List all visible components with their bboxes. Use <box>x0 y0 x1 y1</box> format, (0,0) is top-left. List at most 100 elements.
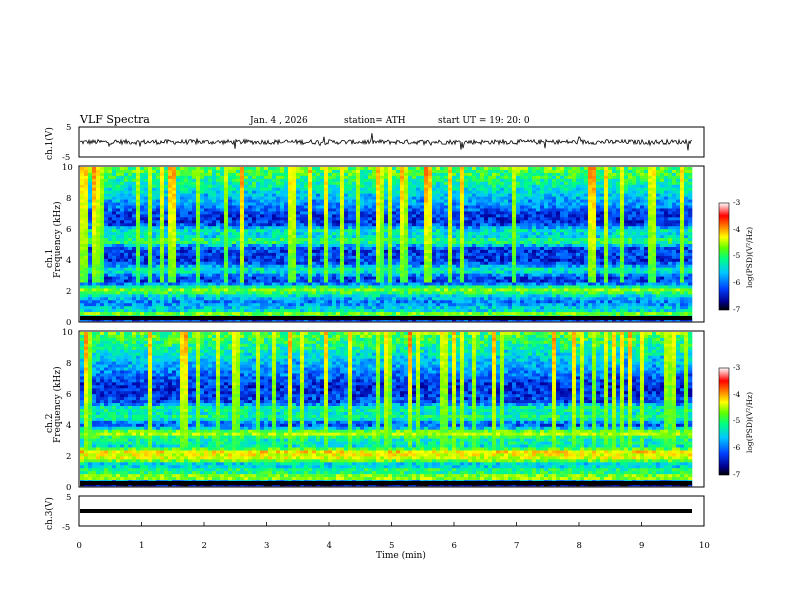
spectrogram-cell <box>348 220 353 224</box>
spectrogram-cell <box>148 172 153 177</box>
spectrogram-cell <box>508 169 513 174</box>
spectrogram-cell <box>96 202 101 206</box>
spectrogram-cell <box>540 235 545 239</box>
spectrogram-cell <box>96 169 101 174</box>
spectrogram-cell <box>656 229 661 233</box>
spectrogram-cell <box>304 220 309 224</box>
spectrogram-cell <box>576 199 581 203</box>
spectrogram-cell <box>488 255 493 260</box>
spectrogram-cell <box>308 193 313 197</box>
spectrogram-cell <box>280 223 285 227</box>
spectrogram-cell <box>460 187 465 191</box>
spectrogram-cell <box>464 223 469 227</box>
spectrogram-cell <box>616 172 621 177</box>
spectrogram-cell <box>660 184 665 189</box>
spectrogram-cell <box>104 211 109 215</box>
spectrogram-cell <box>660 252 665 257</box>
spectrogram-cell <box>240 178 245 183</box>
spectrogram-cell <box>332 223 337 227</box>
spectrogram-cell <box>296 249 301 254</box>
spectrogram-cell <box>120 238 125 242</box>
spectrogram-cell <box>276 167 281 171</box>
spectrogram-cell <box>572 226 577 230</box>
spectrogram-cell <box>268 229 273 233</box>
spectrogram-cell <box>372 252 377 257</box>
spectrogram-cell <box>220 175 225 180</box>
spectrogram-cell <box>208 181 213 186</box>
spectrogram-cell <box>560 229 565 233</box>
spectrogram-cell <box>264 211 269 215</box>
spectrogram-cell <box>632 211 637 215</box>
spectrogram-cell <box>120 167 125 171</box>
spectrogram-cell <box>560 172 565 177</box>
spectrogram-cell <box>84 196 89 200</box>
spectrogram-cell <box>548 214 553 218</box>
spectrogram-cell <box>152 205 157 209</box>
spectrogram-cell <box>124 178 129 183</box>
spectrogram-cell <box>500 238 505 242</box>
spectrogram-cell <box>448 181 453 186</box>
spectrogram-cell <box>676 202 681 206</box>
spectrogram-cell <box>100 169 105 174</box>
spectrogram-cell <box>356 178 361 183</box>
spectrogram-cell <box>324 235 329 239</box>
spectrogram-cell <box>524 226 529 230</box>
spectrogram-cell <box>100 202 105 206</box>
spectrogram-cell <box>276 258 281 263</box>
spectrogram-cell <box>528 246 533 251</box>
spectrogram-cell <box>320 255 325 260</box>
spectrogram-cell <box>364 202 369 206</box>
spectrogram-cell <box>480 172 485 177</box>
spectrogram-cell <box>572 205 577 209</box>
spectrogram-cell <box>288 258 293 263</box>
spectrogram-cell <box>660 187 665 191</box>
spectrogram-cell <box>244 255 249 260</box>
spectrogram-cell <box>632 202 637 206</box>
spectrogram-cell <box>308 196 313 200</box>
spectrogram-cell <box>468 220 473 224</box>
spectrogram-cell <box>132 184 137 189</box>
spectrogram-cell <box>96 255 101 260</box>
spectrogram-cell <box>128 184 133 189</box>
spectrogram-cell <box>136 184 141 189</box>
spectrogram-cell <box>252 178 257 183</box>
spectrogram-cell <box>224 223 229 227</box>
spectrogram-cell <box>92 261 97 266</box>
spectrogram-cell <box>216 258 221 263</box>
spectrogram-cell <box>196 172 201 177</box>
spectrogram-cell <box>220 252 225 257</box>
spectrogram-cell <box>132 229 137 233</box>
spectrogram-cell <box>548 249 553 254</box>
spectrogram-cell <box>156 205 161 209</box>
spectrogram-cell <box>680 252 685 257</box>
spectrogram-cell <box>184 202 189 206</box>
spectrogram-cell <box>568 178 573 183</box>
spectrogram-cell <box>560 167 565 171</box>
spectrogram-cell <box>304 261 309 266</box>
spectrogram-cell <box>508 244 513 248</box>
spectrogram-cell <box>204 172 209 177</box>
spectrogram-cell <box>508 226 513 230</box>
spectrogram-cell <box>120 184 125 189</box>
spectrogram-cell <box>116 220 121 224</box>
spectrogram-cell <box>220 196 225 200</box>
spectrogram-cell <box>456 199 461 203</box>
spectrogram-cell <box>608 193 613 197</box>
spectrogram-cell <box>392 190 397 194</box>
spectrogram-cell <box>336 229 341 233</box>
spectrogram-cell <box>448 175 453 180</box>
spectrogram-cell <box>452 241 457 245</box>
spectrogram-cell <box>508 258 513 263</box>
spectrogram-cell <box>88 229 93 233</box>
spectrogram-cell <box>400 199 405 203</box>
spectrogram-cell <box>340 217 345 221</box>
spectrogram-cell <box>324 241 329 245</box>
spectrogram-cell <box>276 238 281 242</box>
spectrogram-cell <box>388 261 393 266</box>
spectrogram-cell <box>380 172 385 177</box>
spectrogram-cell <box>144 208 149 212</box>
spectrogram-cell <box>624 184 629 189</box>
spectrogram-cell <box>260 190 265 194</box>
spectrogram-cell <box>652 252 657 257</box>
spectrogram-cell <box>356 249 361 254</box>
